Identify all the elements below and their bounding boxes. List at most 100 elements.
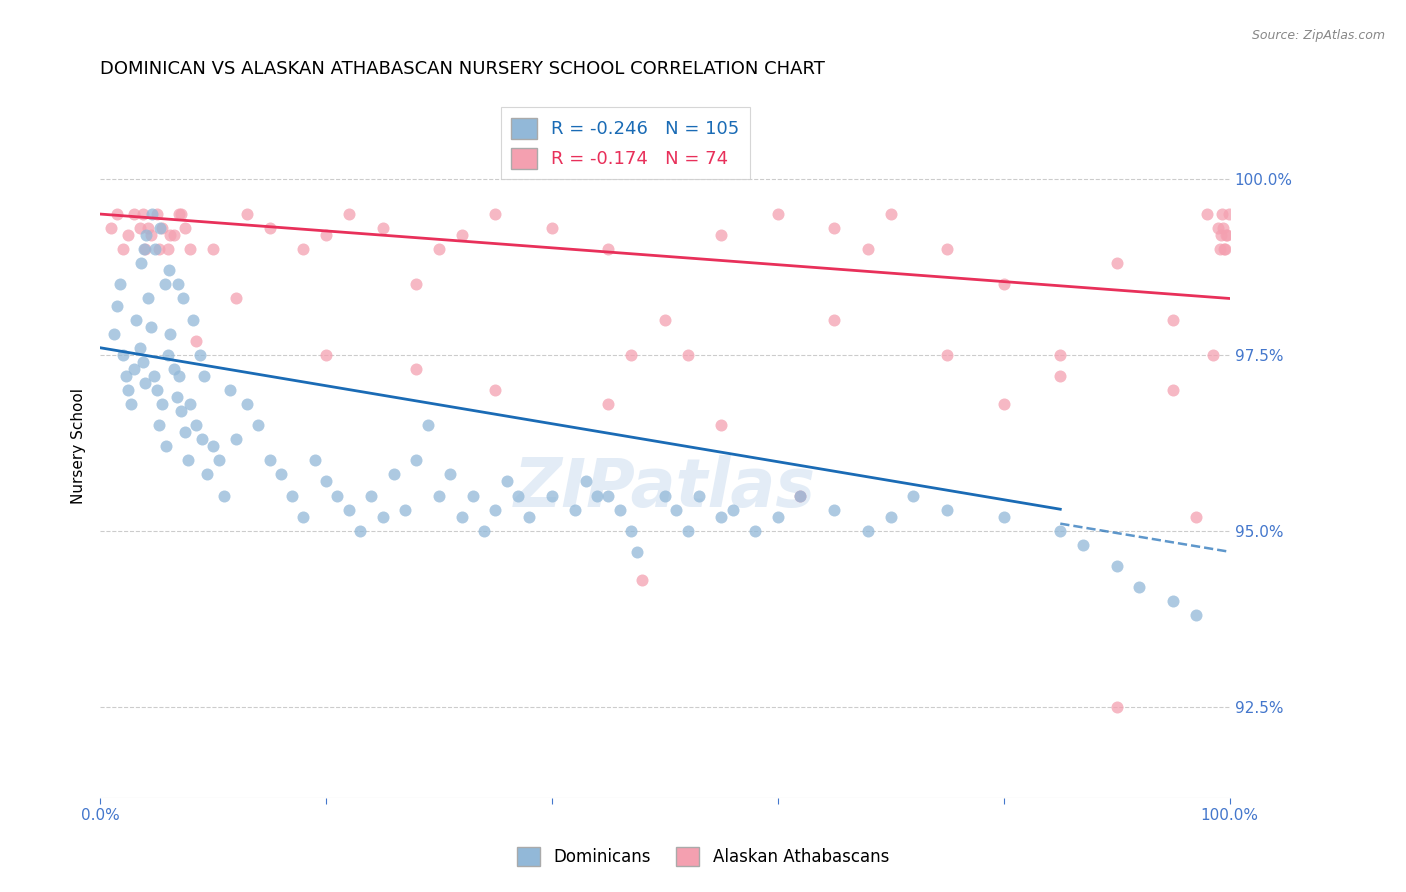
Point bbox=[139, 228, 162, 243]
Point bbox=[880, 509, 903, 524]
Point bbox=[315, 228, 337, 243]
Point bbox=[710, 228, 733, 243]
Point bbox=[1161, 594, 1184, 608]
Point bbox=[1212, 221, 1234, 235]
Point bbox=[1049, 368, 1071, 383]
Point bbox=[631, 573, 654, 587]
Point bbox=[823, 221, 845, 235]
Point bbox=[188, 348, 211, 362]
Point bbox=[349, 524, 371, 538]
Point bbox=[598, 397, 620, 411]
Point bbox=[1049, 348, 1071, 362]
Point bbox=[1197, 207, 1219, 221]
Point bbox=[495, 475, 517, 489]
Point bbox=[450, 509, 472, 524]
Point bbox=[167, 368, 190, 383]
Point bbox=[1209, 228, 1232, 243]
Point bbox=[936, 242, 959, 256]
Legend: R = -0.246   N = 105, R = -0.174   N = 74: R = -0.246 N = 105, R = -0.174 N = 74 bbox=[501, 107, 751, 179]
Point bbox=[172, 292, 194, 306]
Point bbox=[170, 207, 193, 221]
Point bbox=[609, 502, 631, 516]
Point bbox=[105, 299, 128, 313]
Point bbox=[710, 418, 733, 433]
Text: DOMINICAN VS ALASKAN ATHABASCAN NURSERY SCHOOL CORRELATION CHART: DOMINICAN VS ALASKAN ATHABASCAN NURSERY … bbox=[100, 60, 825, 78]
Point bbox=[1213, 242, 1236, 256]
Point bbox=[179, 242, 201, 256]
Point bbox=[197, 467, 219, 482]
Point bbox=[236, 397, 259, 411]
Point bbox=[744, 524, 766, 538]
Point bbox=[259, 453, 281, 467]
Point bbox=[405, 453, 427, 467]
Point bbox=[1202, 348, 1225, 362]
Point bbox=[173, 425, 195, 440]
Point bbox=[993, 509, 1015, 524]
Point bbox=[586, 488, 609, 502]
Point bbox=[110, 277, 132, 292]
Point bbox=[208, 453, 231, 467]
Point bbox=[162, 228, 184, 243]
Point bbox=[564, 502, 586, 516]
Point bbox=[394, 502, 416, 516]
Point bbox=[654, 488, 676, 502]
Point bbox=[115, 368, 138, 383]
Point bbox=[1105, 699, 1128, 714]
Point bbox=[1216, 228, 1239, 243]
Point bbox=[292, 242, 315, 256]
Point bbox=[654, 312, 676, 326]
Point bbox=[170, 404, 193, 418]
Point bbox=[148, 242, 170, 256]
Point bbox=[135, 228, 157, 243]
Point bbox=[145, 383, 167, 397]
Point bbox=[1208, 242, 1230, 256]
Point bbox=[626, 545, 648, 559]
Point bbox=[880, 207, 903, 221]
Point bbox=[167, 277, 190, 292]
Point bbox=[149, 221, 172, 235]
Point bbox=[1161, 383, 1184, 397]
Point bbox=[541, 488, 564, 502]
Point bbox=[143, 368, 166, 383]
Point bbox=[120, 397, 142, 411]
Point bbox=[167, 207, 190, 221]
Point bbox=[304, 453, 326, 467]
Point bbox=[193, 368, 215, 383]
Point bbox=[132, 207, 155, 221]
Point bbox=[598, 488, 620, 502]
Point bbox=[117, 383, 139, 397]
Point bbox=[105, 207, 128, 221]
Point bbox=[1185, 608, 1208, 623]
Point bbox=[665, 502, 688, 516]
Point bbox=[159, 228, 181, 243]
Point bbox=[225, 292, 247, 306]
Point bbox=[156, 242, 179, 256]
Point bbox=[450, 228, 472, 243]
Point bbox=[214, 488, 236, 502]
Point bbox=[153, 277, 176, 292]
Point bbox=[111, 348, 134, 362]
Point bbox=[128, 221, 150, 235]
Point bbox=[936, 502, 959, 516]
Point bbox=[247, 418, 270, 433]
Point bbox=[139, 319, 162, 334]
Point bbox=[156, 348, 179, 362]
Point bbox=[270, 467, 292, 482]
Point bbox=[326, 488, 349, 502]
Point bbox=[598, 242, 620, 256]
Point bbox=[129, 256, 152, 270]
Point bbox=[472, 524, 495, 538]
Point bbox=[371, 221, 394, 235]
Point bbox=[103, 326, 125, 341]
Text: ZIPatlas: ZIPatlas bbox=[515, 456, 815, 522]
Point bbox=[993, 277, 1015, 292]
Point bbox=[132, 355, 155, 369]
Point bbox=[202, 439, 225, 453]
Point bbox=[111, 242, 134, 256]
Point bbox=[259, 221, 281, 235]
Point bbox=[145, 242, 167, 256]
Point bbox=[1161, 312, 1184, 326]
Point bbox=[136, 221, 159, 235]
Point bbox=[903, 488, 925, 502]
Point bbox=[191, 432, 214, 446]
